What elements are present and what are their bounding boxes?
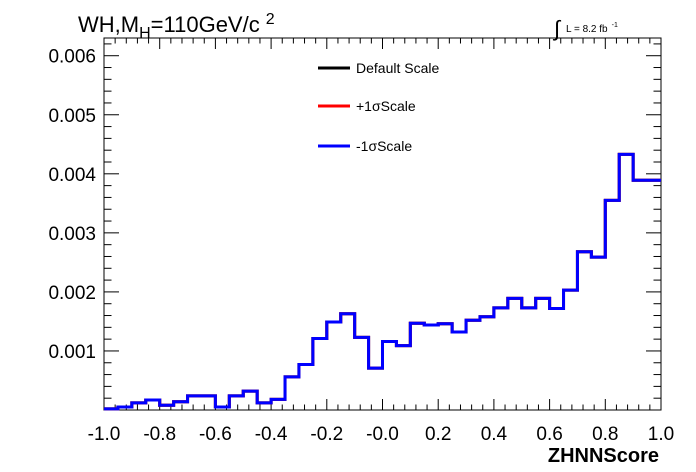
y-tick-label: 0.004 xyxy=(48,165,96,186)
x-tick-label: 1.0 xyxy=(648,424,674,445)
x-tick-label: -0.8 xyxy=(143,424,176,445)
integral-symbol: ∫ xyxy=(552,16,562,41)
y-tick-label: 0.002 xyxy=(48,283,96,304)
chart-title: WH,MH=110GeV/c 2 xyxy=(78,11,275,42)
x-tick-label: -0.6 xyxy=(199,424,232,445)
y-tick-label: 0.005 xyxy=(48,106,96,127)
x-tick-label: 0.4 xyxy=(481,424,508,445)
x-tick-label: -0.0 xyxy=(366,424,399,445)
histogram-series xyxy=(104,152,661,411)
legend-label: +1σScale xyxy=(356,98,416,114)
legend: Default Scale +1σScale -1σScale xyxy=(318,60,439,154)
series-line-3 xyxy=(104,152,661,411)
legend-label: Default Scale xyxy=(356,60,439,76)
y-axis-ticks: 0.001 0.002 0.003 0.004 0.005 0.006 xyxy=(48,43,661,399)
x-tick-label: 0.6 xyxy=(536,424,562,445)
luminosity-text: L = 8.2 fb -1 xyxy=(566,22,618,35)
x-tick-label: -1.0 xyxy=(88,424,121,445)
y-tick-label: 0.001 xyxy=(48,342,96,363)
x-axis-label: ZHNNScore xyxy=(548,445,659,467)
y-tick-label: 0.003 xyxy=(48,224,96,245)
x-axis-ticks: -1.0 -0.8 -0.6 -0.4 -0.2 -0.0 0.2 0.4 0.6 0.8 1.0 xyxy=(88,38,674,445)
x-tick-label: -0.2 xyxy=(310,424,343,445)
y-tick-label: 0.006 xyxy=(48,47,96,68)
x-tick-label: -0.4 xyxy=(255,424,288,445)
x-tick-label: 0.8 xyxy=(592,424,618,445)
x-tick-label: 0.2 xyxy=(425,424,451,445)
legend-label: -1σScale xyxy=(356,138,412,154)
luminosity-label: ∫ L = 8.2 fb -1 xyxy=(552,16,618,41)
